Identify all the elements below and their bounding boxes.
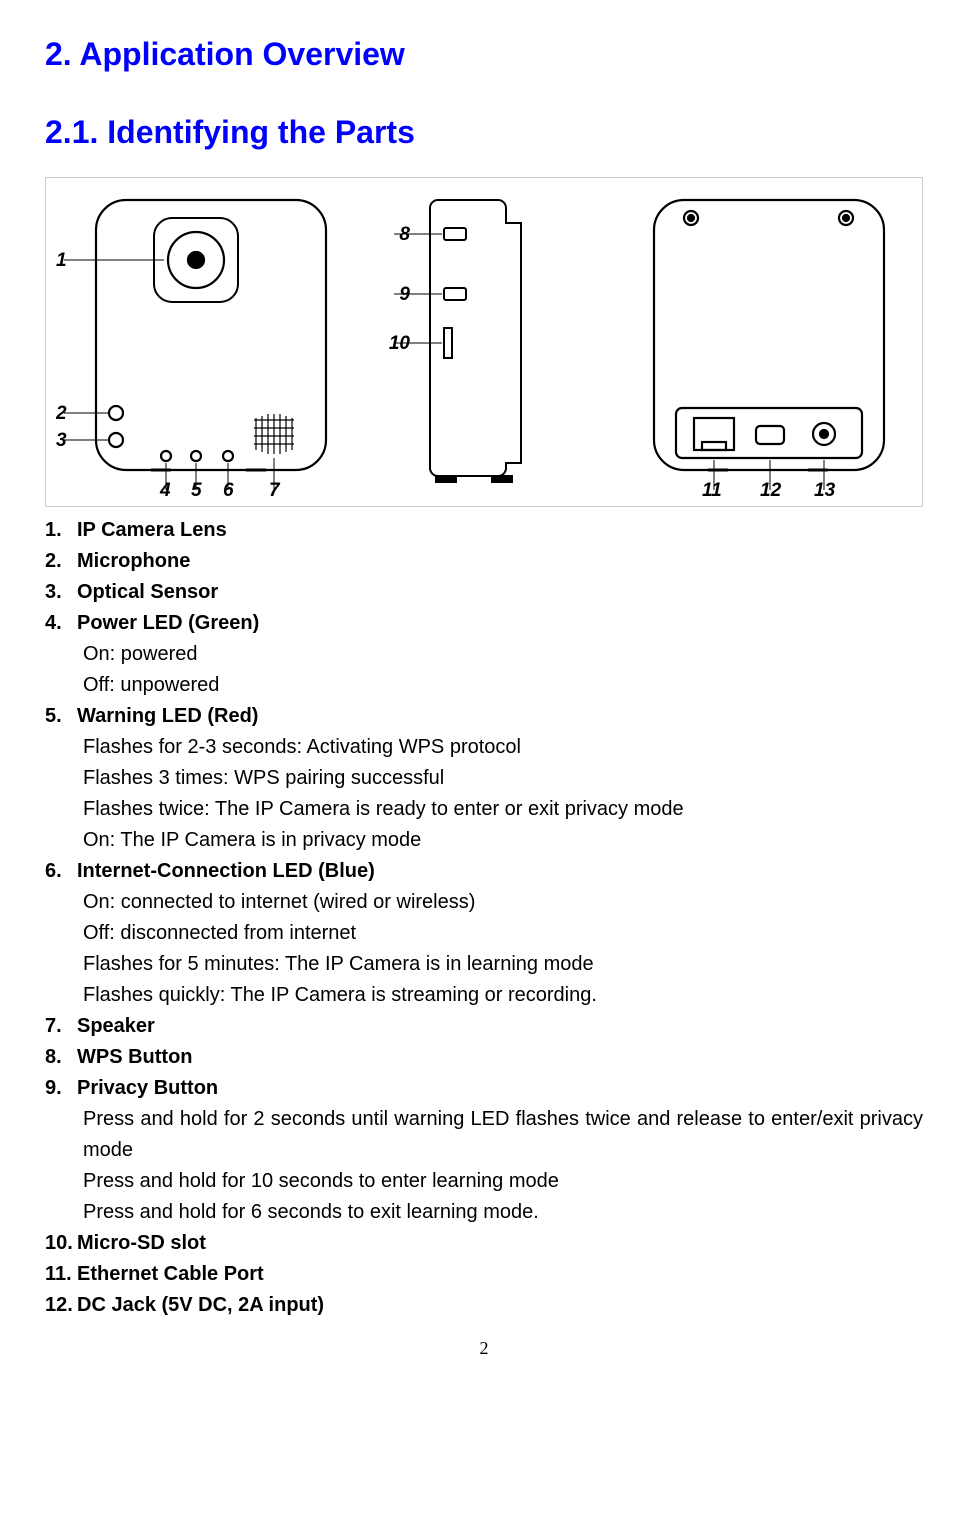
item-label: Speaker [77, 1011, 155, 1042]
item-label: Privacy Button [77, 1073, 218, 1104]
item-sub: Flashes for 2-3 seconds: Activating WPS … [45, 732, 923, 763]
item-label: Internet-Connection LED (Blue) [77, 856, 375, 887]
parts-list-item: 7.Speaker [45, 1011, 923, 1042]
item-number: 2. [45, 546, 77, 577]
subsection-heading: 2.1. Identifying the Parts [45, 108, 923, 158]
item-sub: Flashes quickly: The IP Camera is stream… [45, 980, 923, 1011]
item-sub: Flashes twice: The IP Camera is ready to… [45, 794, 923, 825]
item-number: 10. [45, 1228, 77, 1259]
callout-4: 4 [159, 480, 171, 498]
parts-list-item: 11.Ethernet Cable Port [45, 1259, 923, 1290]
item-number: 6. [45, 856, 77, 887]
parts-list: 1.IP Camera Lens2.Microphone3.Optical Se… [45, 515, 923, 1321]
parts-list-item: 12.DC Jack (5V DC, 2A input) [45, 1290, 923, 1321]
item-number: 3. [45, 577, 77, 608]
callout-12: 12 [760, 480, 782, 498]
item-label: IP Camera Lens [77, 515, 227, 546]
item-sub: Off: disconnected from internet [45, 918, 923, 949]
item-number: 11. [45, 1259, 77, 1290]
item-sub: Flashes for 5 minutes: The IP Camera is … [45, 949, 923, 980]
item-number: 5. [45, 701, 77, 732]
item-sub: Press and hold for 6 seconds to exit lea… [45, 1197, 923, 1228]
callout-10: 10 [389, 333, 411, 354]
rear-view: 11 12 13 [636, 188, 896, 498]
parts-diagram: 1 2 3 4 5 6 7 8 9 [45, 177, 923, 507]
front-view: 1 2 3 4 5 6 7 [56, 188, 336, 498]
item-number: 8. [45, 1042, 77, 1073]
parts-list-item: 1.IP Camera Lens [45, 515, 923, 546]
item-label: Warning LED (Red) [77, 701, 258, 732]
item-label: Power LED (Green) [77, 608, 259, 639]
item-number: 4. [45, 608, 77, 639]
parts-list-item: 4.Power LED (Green) [45, 608, 923, 639]
item-label: Ethernet Cable Port [77, 1259, 264, 1290]
item-number: 1. [45, 515, 77, 546]
item-sub: On: powered [45, 639, 923, 670]
parts-list-item: 9.Privacy Button [45, 1073, 923, 1104]
parts-list-item: 10.Micro-SD slot [45, 1228, 923, 1259]
section-heading: 2. Application Overview [45, 30, 923, 80]
item-label: DC Jack (5V DC, 2A input) [77, 1290, 324, 1321]
callout-6: 6 [223, 480, 234, 498]
callout-11: 11 [702, 480, 722, 498]
item-number: 9. [45, 1073, 77, 1104]
callout-7: 7 [269, 480, 281, 498]
callout-3: 3 [56, 430, 67, 451]
item-number: 12. [45, 1290, 77, 1321]
item-sub: On: connected to internet (wired or wire… [45, 887, 923, 918]
callout-9: 9 [399, 284, 410, 305]
item-number: 7. [45, 1011, 77, 1042]
parts-list-item: 3.Optical Sensor [45, 577, 923, 608]
callout-2: 2 [56, 403, 67, 424]
callout-13: 13 [814, 480, 836, 498]
item-sub: Press and hold for 10 seconds to enter l… [45, 1166, 923, 1197]
item-sub: Flashes 3 times: WPS pairing successful [45, 763, 923, 794]
item-label: Microphone [77, 546, 190, 577]
side-view: 8 9 10 [386, 188, 576, 498]
item-label: Optical Sensor [77, 577, 218, 608]
callout-8: 8 [399, 224, 410, 245]
item-label: WPS Button [77, 1042, 193, 1073]
parts-list-item: 2.Microphone [45, 546, 923, 577]
page-number: 2 [45, 1335, 923, 1363]
item-label: Micro-SD slot [77, 1228, 206, 1259]
item-sub: Press and hold for 2 seconds until warni… [45, 1104, 923, 1166]
callout-1: 1 [56, 250, 67, 271]
parts-list-item: 8.WPS Button [45, 1042, 923, 1073]
parts-list-item: 6.Internet-Connection LED (Blue) [45, 856, 923, 887]
callout-5: 5 [191, 480, 202, 498]
parts-list-item: 5.Warning LED (Red) [45, 701, 923, 732]
item-sub: On: The IP Camera is in privacy mode [45, 825, 923, 856]
item-sub: Off: unpowered [45, 670, 923, 701]
